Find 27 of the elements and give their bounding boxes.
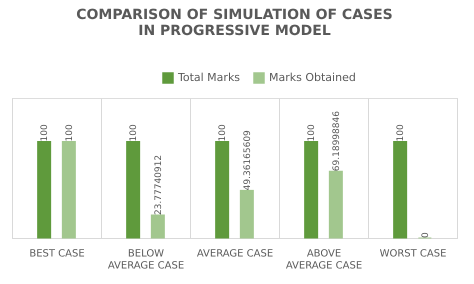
data-label: 100: [40, 124, 50, 142]
x-tick-label: BEST CASE: [29, 248, 85, 260]
data-label: 69.18998846: [332, 110, 342, 172]
bar: [240, 190, 254, 238]
data-label: 100: [129, 124, 140, 142]
data-label: 49.36165609: [242, 130, 253, 190]
chart-title: COMPARISON OF SIMULATION OF CASES IN PROGRESSIVE MODEL: [76, 7, 393, 39]
x-tick-label: BELOW AVERAGE CASE: [108, 248, 184, 272]
legend-label: Total Marks: [177, 71, 240, 84]
bar: [393, 140, 408, 238]
data-label: 0: [420, 232, 431, 238]
bar: [328, 170, 343, 238]
data-label: 100: [307, 124, 318, 142]
data-label: 100: [218, 124, 228, 142]
bar: [126, 140, 140, 238]
bar: [150, 214, 165, 238]
data-label: 100: [396, 124, 406, 142]
data-label: 100: [64, 124, 75, 142]
bar: [215, 140, 230, 238]
bar: [37, 140, 52, 238]
x-tick-label: ABOVE AVERAGE CASE: [286, 248, 362, 272]
x-tick-label: WORST CASE: [380, 248, 446, 260]
bar: [304, 140, 318, 238]
x-tick-label: AVERAGE CASE: [196, 248, 274, 260]
legend-label: Marks Obtained: [269, 71, 356, 84]
data-label: 23.77740912: [154, 154, 164, 216]
bar: [62, 140, 76, 238]
